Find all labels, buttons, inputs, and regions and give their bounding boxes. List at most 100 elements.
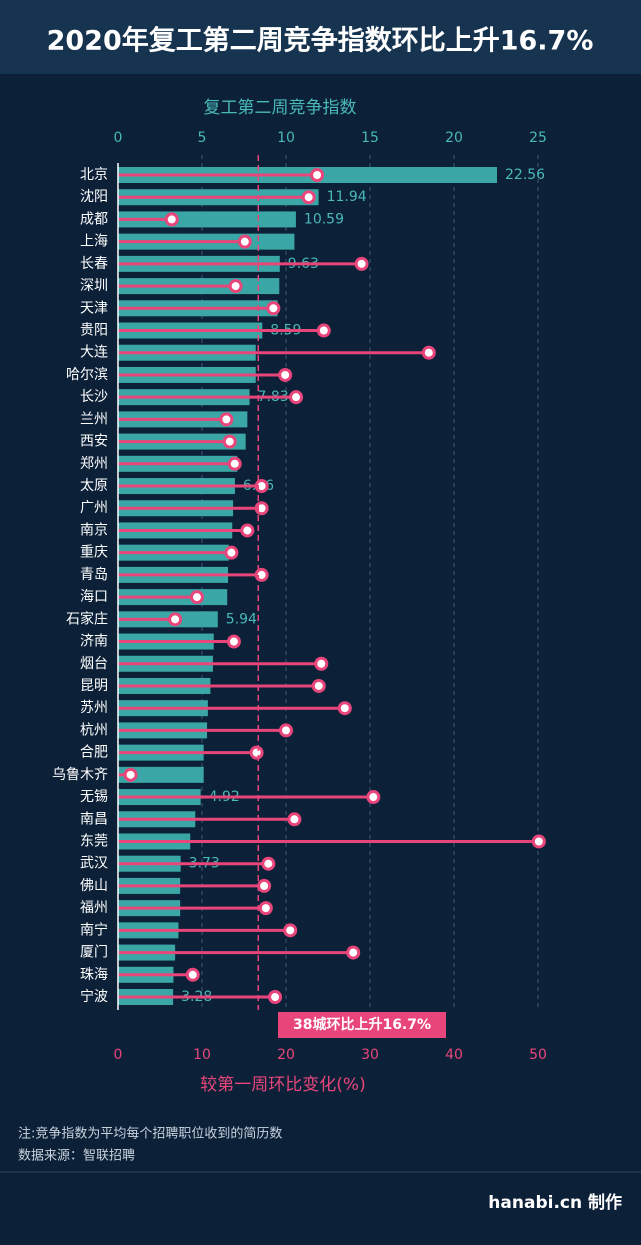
value-label: 11.94 xyxy=(327,189,367,205)
lollipop-dot xyxy=(346,945,361,960)
category-label: 烟台 xyxy=(80,656,108,672)
lollipop-dot xyxy=(185,967,200,982)
lollipop-dot xyxy=(222,434,237,449)
category-label: 广州 xyxy=(80,500,108,516)
lollipop-dot xyxy=(354,256,369,271)
lollipop-dot xyxy=(366,790,381,805)
category-label: 珠海 xyxy=(80,967,108,983)
chart-title: 2020年复工第二周竞争指数环比上升16.7% xyxy=(47,25,594,57)
lollipop-dot xyxy=(168,612,183,627)
title-bar xyxy=(0,0,641,74)
category-label: 郑州 xyxy=(80,456,108,472)
value-label: 22.56 xyxy=(505,167,545,183)
category-label: 佛山 xyxy=(80,878,108,894)
top-tick-label: 15 xyxy=(361,130,379,146)
category-label: 合肥 xyxy=(80,745,108,761)
category-label: 重庆 xyxy=(80,545,108,561)
lollipop-dot xyxy=(283,923,298,938)
category-label: 沈阳 xyxy=(80,189,108,205)
lollipop-dot xyxy=(289,390,304,405)
category-label: 深圳 xyxy=(80,278,108,294)
lollipop-dot xyxy=(278,367,293,382)
lollipop-dot xyxy=(266,301,281,316)
category-label: 乌鲁木齐 xyxy=(52,767,108,783)
lollipop-dot xyxy=(224,545,239,560)
category-label: 长春 xyxy=(80,256,108,272)
lollipop-dot xyxy=(311,678,326,693)
category-label: 大连 xyxy=(80,345,108,361)
top-tick-label: 25 xyxy=(529,130,547,146)
lollipop-dot xyxy=(228,279,243,294)
category-label: 贵阳 xyxy=(80,323,108,339)
top-tick-label: 10 xyxy=(277,130,295,146)
lollipop-dot xyxy=(226,634,241,649)
category-label: 苏州 xyxy=(80,700,108,716)
category-label: 哈尔滨 xyxy=(66,367,108,383)
category-label: 成都 xyxy=(80,211,108,227)
lollipop-dot xyxy=(287,812,302,827)
lollipop-dot xyxy=(421,345,436,360)
category-label: 南昌 xyxy=(80,811,108,827)
lollipop-dot xyxy=(531,834,546,849)
lollipop-dot xyxy=(316,323,331,338)
annotation-box xyxy=(278,1012,446,1038)
lollipop-dot xyxy=(257,878,272,893)
lollipop-dot xyxy=(279,723,293,738)
lollipop-dot xyxy=(123,767,138,782)
category-label: 西安 xyxy=(80,434,108,450)
lollipop-dot xyxy=(189,590,204,605)
lollipop-dot xyxy=(164,212,179,227)
category-label: 天津 xyxy=(80,300,108,316)
category-label: 长沙 xyxy=(80,389,108,405)
note: 注:竞争指数为平均每个招聘职位收到的简历数 xyxy=(18,1126,282,1142)
bottom-tick-label: 10 xyxy=(193,1047,211,1063)
lollipop-dot xyxy=(337,701,352,716)
category-label: 宁波 xyxy=(80,988,108,1005)
annotation: 38城环比上升16.7% xyxy=(293,1016,431,1033)
category-label: 海口 xyxy=(80,589,108,605)
category-label: 石家庄 xyxy=(66,610,108,627)
bottom-tick-label: 0 xyxy=(114,1047,123,1063)
top-tick-label: 5 xyxy=(198,130,207,146)
credit: hanabi.cn 制作 xyxy=(488,1192,622,1213)
category-label: 上海 xyxy=(80,234,108,250)
category-label: 青岛 xyxy=(80,567,108,583)
lollipop-dot xyxy=(227,456,242,471)
top-tick-label: 0 xyxy=(114,130,123,146)
bottom-tick-label: 20 xyxy=(277,1047,295,1063)
lollipop-dot xyxy=(258,901,273,916)
category-label: 南京 xyxy=(80,522,108,538)
category-label: 东莞 xyxy=(80,833,108,849)
category-label: 杭州 xyxy=(80,722,108,738)
lollipop-dot xyxy=(237,234,252,249)
bottom-tick-label: 30 xyxy=(361,1047,379,1063)
value-label: 5.94 xyxy=(226,611,257,627)
source: 数据来源：智联招聘 xyxy=(18,1149,135,1164)
category-label: 昆明 xyxy=(80,678,108,694)
top-tick-label: 20 xyxy=(445,130,463,146)
lollipop-dot xyxy=(249,745,264,760)
lollipop-dot xyxy=(240,523,255,538)
bottom-tick-label: 40 xyxy=(445,1047,463,1063)
category-label: 无锡 xyxy=(80,789,108,805)
bar xyxy=(118,211,296,228)
bar xyxy=(118,766,204,783)
category-label: 武汉 xyxy=(80,856,108,872)
bottom-axis-title: 较第一周环比变化(%) xyxy=(200,1075,365,1095)
lollipop-dot xyxy=(261,856,276,871)
category-label: 北京 xyxy=(80,167,108,183)
lollipop-dot xyxy=(310,168,325,182)
top-axis-title: 复工第二周竞争指数 xyxy=(204,98,357,118)
lollipop-dot xyxy=(219,412,234,427)
category-label: 厦门 xyxy=(80,945,108,961)
category-label: 太原 xyxy=(80,478,108,494)
category-label: 南宁 xyxy=(80,921,108,938)
lollipop-dot xyxy=(301,190,316,205)
bottom-tick-label: 50 xyxy=(529,1047,547,1063)
plot: 0 5 10 15 20 25 0 10 20 30 40 50 北京 22.56 沈阳 11.94 成都 10.… xyxy=(52,130,547,1063)
category-label: 福州 xyxy=(80,900,108,916)
lollipop-dot xyxy=(314,656,329,671)
category-label: 济南 xyxy=(80,634,108,650)
category-label: 兰州 xyxy=(80,411,108,427)
